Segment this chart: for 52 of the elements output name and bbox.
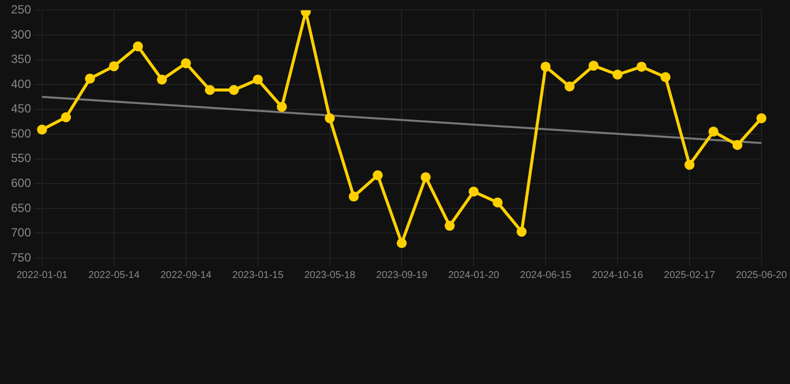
point <box>156 74 167 85</box>
y-tick-label: 700 <box>10 226 32 240</box>
point <box>540 62 551 72</box>
point <box>84 74 95 84</box>
point <box>468 186 479 197</box>
x-tick-label: 2022-01-01 <box>16 270 68 281</box>
point <box>228 84 239 95</box>
x-tick-label: 2024-10-16 <box>592 270 644 281</box>
point <box>684 160 694 170</box>
y-tick-label: 450 <box>10 102 32 116</box>
x-tick-label: 2022-05-14 <box>88 270 140 281</box>
y-tick-label: 500 <box>10 126 32 140</box>
y-tick-label: 400 <box>10 76 32 91</box>
y-tick-label: 750 <box>10 250 32 264</box>
point <box>348 192 359 202</box>
point <box>636 62 647 72</box>
point <box>252 74 263 85</box>
point <box>612 70 623 80</box>
x-tick-label: 2023-05-18 <box>304 270 356 281</box>
point <box>132 41 143 52</box>
point <box>420 172 431 182</box>
y-tick-label: 550 <box>10 151 32 166</box>
point <box>276 102 287 112</box>
point <box>756 113 766 124</box>
y-tick-label: 650 <box>10 200 32 215</box>
point <box>180 58 191 68</box>
point <box>37 124 48 135</box>
x-tick-label: 2022-09-14 <box>160 270 212 281</box>
point <box>204 84 215 95</box>
point <box>108 61 119 72</box>
x-tick-label: 2023-09-19 <box>376 270 428 281</box>
point <box>396 238 407 248</box>
y-tick-label: 300 <box>10 27 32 42</box>
point <box>564 82 575 92</box>
point <box>492 197 503 208</box>
point <box>324 113 335 124</box>
x-tick-label: 2024-01-20 <box>448 270 500 281</box>
point <box>61 112 71 122</box>
x-tick-label: 2025-02-17 <box>664 270 716 281</box>
point <box>732 140 742 150</box>
x-tick-label: 2025-06-20 <box>736 270 788 281</box>
x-tick-label: 2023-01-15 <box>232 270 284 281</box>
point <box>708 126 718 137</box>
point <box>588 60 599 71</box>
y-tick-label: 250 <box>10 2 32 17</box>
point <box>372 170 383 180</box>
point <box>516 226 527 237</box>
y-tick-label: 350 <box>10 52 32 66</box>
x-tick-label: 2024-06-15 <box>520 270 572 281</box>
point <box>660 72 671 82</box>
point <box>444 220 455 231</box>
y-tick-label: 600 <box>10 176 32 190</box>
